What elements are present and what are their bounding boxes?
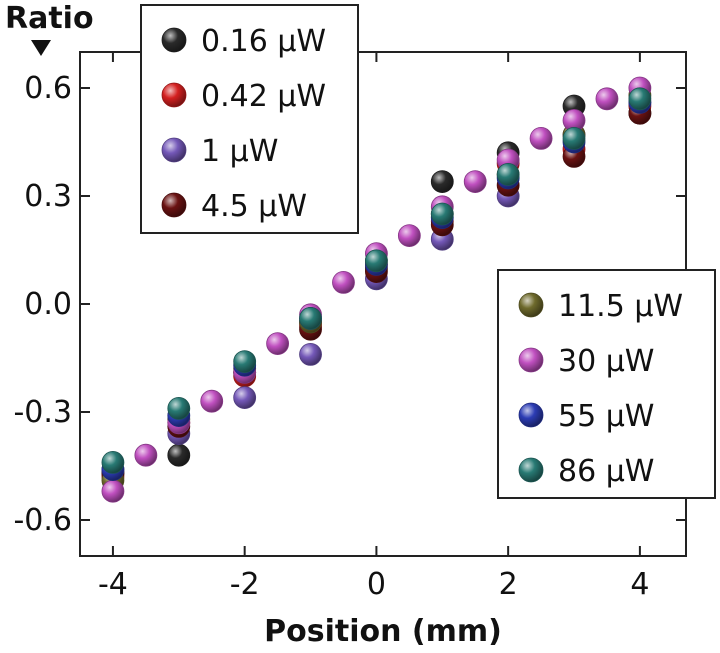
data-point-30-W xyxy=(200,389,224,413)
legend-marker xyxy=(518,402,544,428)
y-tick-label: -0.6 xyxy=(13,503,72,538)
data-point-86-W xyxy=(430,202,454,226)
data-point-0p16-W xyxy=(430,170,454,194)
legend-label: 1 μW xyxy=(201,134,278,169)
legend-label: 30 μW xyxy=(558,344,654,379)
data-point-86-W xyxy=(628,87,652,111)
data-point-30-W xyxy=(463,170,487,194)
x-tick-label: 4 xyxy=(630,567,649,602)
data-point-86-W xyxy=(299,306,322,330)
data-point-30-W xyxy=(595,87,619,111)
data-point-30-W xyxy=(266,332,290,356)
data-point-30-W xyxy=(529,126,553,150)
data-point-86-W xyxy=(365,249,388,273)
y-tick-label: 0.6 xyxy=(24,71,72,106)
y-axis-arrow-icon xyxy=(31,40,51,56)
legend-label: 11.5 μW xyxy=(558,289,683,324)
x-tick-label: 2 xyxy=(499,567,518,602)
legend-label: 55 μW xyxy=(558,399,654,434)
y-tick-label: 0.3 xyxy=(24,179,72,214)
legend-marker xyxy=(518,292,544,318)
data-point-86-W xyxy=(562,126,586,150)
legend-top-left: 0.16 μW 0.42 μW 1 μW 4.5 μW xyxy=(140,4,359,234)
data-point-86-W xyxy=(496,162,520,186)
data-point-0p16-W xyxy=(167,443,191,467)
data-point-1-W xyxy=(233,386,257,410)
data-point-30-W xyxy=(101,479,125,503)
y-tick-label: 0.0 xyxy=(24,287,72,322)
legend-marker xyxy=(161,137,187,163)
data-point-30-W xyxy=(332,270,355,294)
data-point-86-W xyxy=(101,450,125,474)
legend-marker xyxy=(161,27,187,53)
legend-label: 0.42 μW xyxy=(201,79,326,114)
data-point-30-W xyxy=(134,443,158,467)
data-points xyxy=(101,76,652,503)
data-point-86-W xyxy=(167,396,191,420)
legend-marker xyxy=(161,82,187,108)
x-tick-label: 0 xyxy=(367,567,386,602)
legend-label: 86 μW xyxy=(558,454,654,489)
legend-marker xyxy=(161,192,187,218)
data-point-86-W xyxy=(233,350,257,374)
legend-bottom-right: 11.5 μW 30 μW 55 μW 86 μW xyxy=(497,269,716,499)
data-point-30-W xyxy=(397,224,421,248)
x-tick-label: -4 xyxy=(98,567,128,602)
y-axis: 0.6 0.3 0.0 -0.3 -0.6 xyxy=(13,71,686,538)
x-axis-title: Position (mm) xyxy=(264,614,502,649)
y-axis-title: Ratio xyxy=(5,1,94,36)
legend-marker xyxy=(518,457,544,483)
legend-marker xyxy=(518,347,544,373)
data-point-1-W xyxy=(299,342,322,366)
x-tick-label: -2 xyxy=(230,567,260,602)
legend-label: 4.5 μW xyxy=(201,189,307,224)
legend-label: 0.16 μW xyxy=(201,24,326,59)
x-axis: -4 -2 0 2 4 xyxy=(98,52,649,602)
y-tick-label: -0.3 xyxy=(13,395,72,430)
